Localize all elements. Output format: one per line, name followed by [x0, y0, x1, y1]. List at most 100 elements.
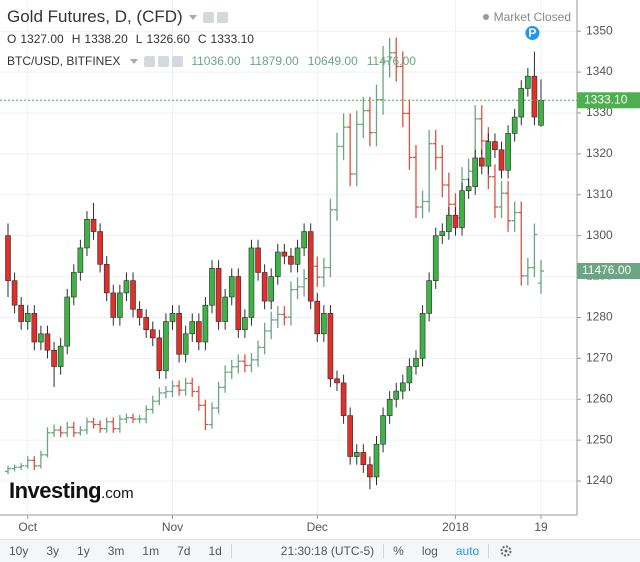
candle-body [163, 321, 169, 371]
candle-body [5, 235, 11, 281]
candle-body [426, 280, 432, 314]
candle-body [400, 382, 406, 392]
separator [488, 544, 490, 558]
candle-body [321, 313, 327, 335]
compare-price-box [577, 263, 640, 280]
y-tick-label: 1270 [586, 351, 613, 365]
candle-body [446, 214, 452, 232]
y-tick-label: 1240 [586, 473, 613, 487]
candle-body [511, 116, 518, 134]
option-button[interactable]: % [393, 544, 404, 558]
y-tick-label: 1280 [586, 310, 613, 324]
candle-body [406, 366, 413, 384]
candle-body [64, 296, 71, 347]
candle-body [248, 247, 255, 318]
y-tick-label: 1310 [586, 187, 613, 201]
visibility-icon[interactable] [144, 55, 156, 67]
ohlc-values: O 1327.00 H 1338.20 L 1326.60 C 1333.10 [7, 28, 425, 50]
range-button[interactable]: 3m [107, 544, 125, 558]
ohlc-key: O [7, 32, 17, 46]
market-status: Market Closed [482, 10, 571, 24]
candle-body [432, 235, 439, 281]
candle-body [261, 272, 268, 302]
compare-ohlc-value: 11879.00 [249, 54, 299, 68]
x-tick-label: 2018 [442, 520, 469, 534]
range-button[interactable]: 1d [208, 544, 222, 558]
candle-body [373, 443, 380, 478]
candle-body [340, 382, 347, 416]
candle-body [472, 157, 478, 187]
candle-body [314, 300, 321, 335]
toolbar: 10y 3y 1y 3m 1m 7d 1d 21:30:18 (UTC-5)% log auto [0, 539, 640, 562]
candle-body [485, 141, 492, 167]
candle-body [360, 452, 367, 465]
y-tick-label: 1350 [586, 23, 613, 37]
option-button[interactable]: auto [455, 544, 480, 558]
candle-body [505, 133, 511, 171]
option-button[interactable]: log [421, 544, 438, 558]
x-tick-label: Nov [162, 520, 183, 534]
candle-body [452, 214, 459, 228]
candle-body [71, 272, 77, 298]
x-tick-label: 19 [534, 520, 548, 534]
candle-body [143, 317, 149, 331]
ohlc-key: L [135, 32, 143, 46]
range-button[interactable]: 10y [9, 544, 29, 558]
candle-body [334, 378, 340, 384]
candle-body [44, 333, 51, 351]
candle-body [538, 99, 544, 126]
candle-body [235, 276, 242, 331]
gear-icon [500, 545, 512, 557]
compare-price-label: 11476.00 [582, 263, 631, 277]
y-tick-label: 1300 [586, 228, 613, 242]
candle-body [347, 415, 353, 457]
candle-body [393, 390, 400, 400]
candle-body [189, 321, 196, 335]
candle-body [380, 415, 386, 445]
candle-body [90, 219, 97, 232]
candle-body [459, 190, 465, 228]
candle-body [242, 317, 248, 331]
candle-body [110, 292, 117, 318]
range-button[interactable]: 1y [77, 544, 90, 558]
legend-title-row: Gold Futures, D, (CFD) [7, 6, 425, 28]
candle-body [130, 280, 136, 310]
settings-icon[interactable] [158, 55, 170, 67]
dropdown-icon[interactable] [130, 58, 139, 64]
visibility-icon[interactable] [202, 11, 214, 23]
candle-body [419, 313, 426, 359]
candle-body [478, 157, 485, 167]
range-button[interactable]: 3y [46, 544, 60, 558]
compare-name[interactable]: BTC/USD, BITFINEX [7, 54, 121, 68]
candle-body [77, 247, 84, 273]
candle-body [156, 337, 163, 371]
candle-body [518, 88, 525, 118]
candle-body [11, 280, 18, 306]
y-tick-label: 1260 [586, 391, 613, 405]
candle-body [182, 333, 189, 355]
candle-body [307, 231, 314, 302]
watermark-brand: Investing [9, 478, 102, 503]
separator [230, 544, 232, 558]
candle-body [274, 251, 281, 277]
ohlc-key: H [71, 32, 81, 46]
close-icon[interactable] [172, 55, 184, 67]
settings-icon[interactable] [216, 11, 228, 23]
clock: 21:30:18 (UTC-5) [280, 544, 375, 558]
series-title[interactable]: Gold Futures, D, (CFD) [7, 7, 183, 26]
candle-body [117, 292, 123, 318]
candle-body [492, 141, 498, 151]
range-button[interactable]: 7d [177, 544, 191, 558]
candle-body [531, 75, 538, 118]
candle-body [386, 398, 393, 416]
candle-body [149, 329, 156, 339]
candle-body [209, 268, 215, 306]
settings-button[interactable] [499, 544, 513, 558]
candle-body [202, 304, 209, 343]
candle-body [525, 75, 531, 89]
x-tick-label: Oct [18, 520, 37, 534]
dropdown-icon[interactable] [188, 14, 197, 20]
y-tick-label: 1330 [586, 105, 613, 119]
range-button[interactable]: 1m [142, 544, 160, 558]
